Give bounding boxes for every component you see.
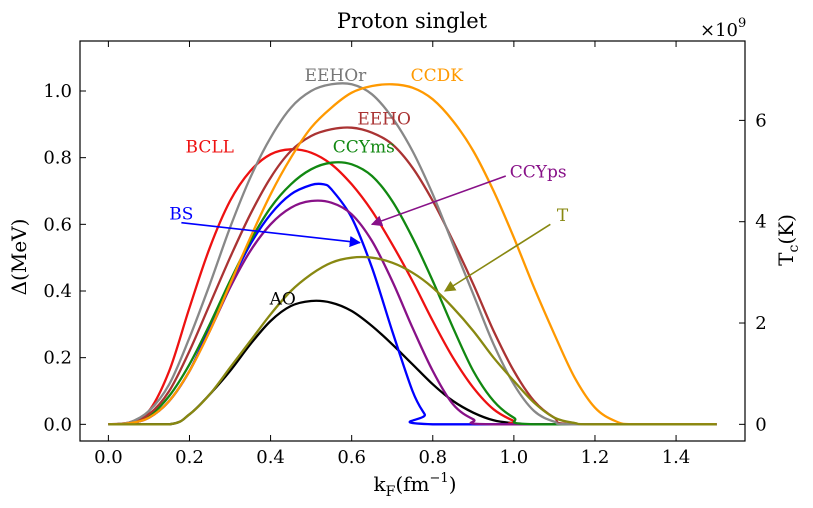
x-tick-label: 1.0 [500, 447, 529, 468]
series-label-bcll: BCLL [186, 138, 234, 158]
axis-ticks: 0.0 0.2 0.4 0.6 0.8 1.0 1.2 1.4 0.0 0.2 0.4 0.6 0.8 1… [43, 41, 767, 468]
y2-axis-label-sub: c [786, 245, 802, 253]
series-label-eeho: EEHO [357, 109, 411, 129]
y2-multiplier: ×109 [700, 16, 746, 41]
x-tick-label: 0.8 [418, 447, 447, 468]
x-tick-label: 0.4 [256, 447, 285, 468]
x-tick-label: 1.2 [581, 447, 610, 468]
series-label-t: T [557, 206, 569, 226]
x-axis-label-main: k [374, 472, 387, 496]
arrow-bs [181, 221, 361, 248]
x-axis-label-paren: (fm [395, 472, 429, 496]
y-tick-label: 0.0 [43, 414, 72, 435]
series-label-bs: BS [169, 204, 193, 224]
y2-axis-label-main: T [774, 252, 798, 266]
series-line-bs [108, 182, 717, 426]
y-tick-label: 0.2 [43, 348, 72, 369]
y-tick-label: 0.4 [43, 281, 72, 302]
x-tick-label: 1.4 [662, 447, 691, 468]
series-line-eeho [108, 126, 717, 426]
series-line-eehor [108, 82, 717, 426]
x-tick-label: 0.6 [337, 447, 366, 468]
series-line-bcll [108, 148, 717, 426]
y2-tick-label: 0 [755, 414, 766, 435]
x-tick-label: 0.0 [94, 447, 123, 468]
y2-axis-label: Tc(K) [774, 214, 802, 266]
series-line-ccdk [108, 83, 717, 426]
series-labels: AO BS BCLL CCYps CCYms EEHO EEHOr CCDK T [169, 66, 569, 309]
x-axis-label-close: ) [449, 472, 457, 496]
plot-area [79, 40, 746, 442]
x-tick-label: 0.2 [175, 447, 204, 468]
series-label-ao: AO [269, 289, 296, 309]
y-tick-label: 0.6 [43, 214, 72, 235]
x-axis-label-sub: F [386, 484, 396, 500]
series-line-t [108, 255, 717, 426]
series-line-ccyms [108, 161, 717, 426]
y-tick-label: 1.0 [43, 81, 72, 102]
y-axis-label: Δ(MeV) [7, 219, 31, 296]
arrow-t [443, 223, 551, 292]
arrow-layer [181, 175, 551, 292]
arrow-ccyps [370, 175, 507, 227]
y2-tick-label: 6 [755, 110, 766, 131]
series-layer [108, 82, 717, 426]
y2-tick-label: 2 [755, 313, 766, 334]
y-tick-label: 0.8 [43, 148, 72, 169]
y2-axis-label-rest: (K) [774, 214, 798, 245]
y2-tick-label: 4 [755, 212, 766, 233]
series-label-ccyps: CCYps [510, 163, 567, 183]
x-axis-label-sup: −1 [430, 471, 449, 486]
series-label-ccdk: CCDK [411, 66, 464, 86]
x-axis-label: kF(fm−1) [374, 471, 457, 500]
plot-frame [79, 40, 746, 442]
series-label-ccyms: CCYms [333, 138, 395, 158]
chart-title: Proton singlet [337, 9, 488, 33]
y2-multiplier-exp: 9 [738, 16, 746, 31]
svg-text:Tc(K): Tc(K) [774, 214, 802, 266]
svg-text:kF(fm−1): kF(fm−1) [374, 471, 457, 500]
y2-multiplier-base: ×10 [700, 20, 738, 41]
svg-text:×109: ×109 [700, 16, 746, 41]
series-label-eehor: EEHOr [305, 66, 368, 86]
